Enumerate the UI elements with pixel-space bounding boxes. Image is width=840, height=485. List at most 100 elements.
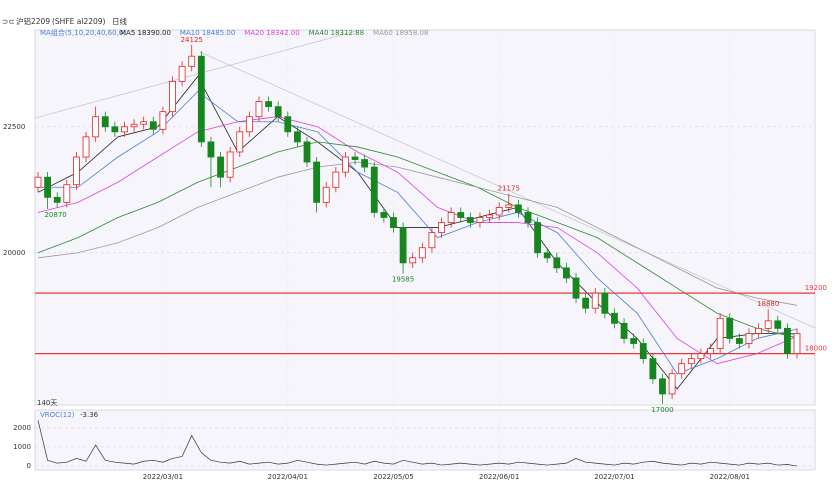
symbol[interactable]: 沪铝2209 bbox=[16, 16, 50, 26]
candle-body bbox=[236, 131, 244, 153]
candle-body bbox=[140, 121, 148, 125]
legend-entry: MA10 18485.00 bbox=[180, 29, 235, 37]
candle-body bbox=[630, 338, 638, 344]
candle-body bbox=[197, 55, 205, 143]
candle-body bbox=[572, 277, 580, 299]
ma-title[interactable]: MA组合(5,10,20,40,60,0) bbox=[40, 28, 126, 37]
candle-body bbox=[313, 161, 321, 203]
note: 140天 bbox=[37, 399, 57, 407]
candle-body bbox=[678, 363, 686, 375]
candle-body bbox=[101, 116, 109, 128]
candle-body bbox=[178, 65, 186, 82]
y-tick-label: 0 bbox=[27, 462, 31, 470]
candle-body bbox=[447, 212, 455, 223]
candle-body bbox=[774, 320, 782, 329]
candle-body bbox=[169, 81, 176, 113]
candle-body bbox=[649, 358, 657, 380]
candle-body bbox=[486, 214, 493, 218]
candle-body bbox=[418, 247, 426, 259]
candle-body bbox=[659, 378, 666, 395]
period[interactable]: 日线 bbox=[112, 16, 127, 26]
candle-body bbox=[495, 207, 503, 216]
candle-body bbox=[217, 156, 224, 178]
candle-body bbox=[707, 348, 714, 354]
candle-body bbox=[457, 212, 465, 218]
candle-body bbox=[73, 156, 80, 186]
candle-body bbox=[255, 101, 263, 118]
price-line-label: 19200 bbox=[805, 284, 827, 292]
candle-body bbox=[438, 222, 445, 234]
y-tick-label: 22500 bbox=[3, 123, 25, 131]
extreme-label: 18880 bbox=[757, 300, 779, 308]
y-tick-label: 2000 bbox=[13, 424, 31, 432]
x-tick-label: 2022/07/01 bbox=[594, 473, 634, 481]
candle-body bbox=[524, 212, 532, 223]
candle-body bbox=[505, 204, 513, 208]
candle-body bbox=[159, 111, 167, 130]
sub-last-value: -3.36 bbox=[80, 411, 99, 419]
candle-body bbox=[53, 196, 61, 203]
candle-body bbox=[82, 136, 90, 158]
candle-body bbox=[601, 292, 609, 314]
candle-body bbox=[553, 257, 561, 269]
ma-line bbox=[37, 141, 798, 339]
candle-body bbox=[793, 333, 801, 354]
candle-body bbox=[639, 343, 647, 360]
candle-body bbox=[687, 358, 695, 365]
legend-entry: MA40 18312.88 bbox=[309, 29, 364, 37]
candle-body bbox=[428, 232, 436, 249]
extreme-label: 20870 bbox=[44, 211, 66, 219]
candle-body bbox=[188, 55, 196, 67]
extreme-label: 24125 bbox=[181, 36, 203, 44]
candle-body bbox=[735, 338, 743, 344]
x-tick-label: 2022/05/05 bbox=[373, 473, 413, 481]
candle-body bbox=[783, 327, 791, 354]
candle-body bbox=[591, 292, 599, 309]
exchange: (SHFE al2209) bbox=[52, 17, 106, 26]
ma-line bbox=[37, 116, 798, 365]
legend-entry: MA60 18958.08 bbox=[373, 29, 428, 37]
x-tick-label: 2022/04/01 bbox=[268, 473, 308, 481]
sub-title[interactable]: VROC(12) bbox=[40, 411, 75, 419]
candle-body bbox=[380, 212, 388, 218]
extreme-label: 19585 bbox=[392, 276, 414, 284]
candle-body bbox=[390, 217, 397, 228]
candle-body bbox=[351, 156, 359, 160]
candle-body bbox=[543, 252, 551, 259]
candle-body bbox=[611, 312, 618, 324]
main-panel bbox=[34, 29, 816, 406]
candle-body bbox=[582, 297, 590, 309]
candle-body bbox=[466, 217, 474, 223]
candle-body bbox=[620, 322, 628, 339]
candle-body bbox=[764, 320, 772, 329]
candle-body bbox=[409, 257, 417, 264]
candle-body bbox=[361, 159, 369, 168]
candle-body bbox=[44, 176, 52, 198]
extreme-label: 21175 bbox=[498, 185, 520, 193]
candle-body bbox=[294, 131, 301, 143]
candle-body bbox=[697, 353, 705, 360]
candle-body bbox=[274, 106, 282, 118]
candle-body bbox=[745, 333, 753, 344]
candle-body bbox=[111, 126, 119, 133]
candle-body bbox=[149, 121, 157, 130]
candle-body bbox=[342, 156, 349, 173]
trend-line bbox=[34, 29, 361, 119]
trend-line bbox=[199, 51, 816, 329]
candle-body bbox=[534, 222, 541, 254]
candle-body bbox=[370, 166, 378, 213]
sub-panel bbox=[34, 409, 816, 471]
candle-body bbox=[130, 123, 138, 128]
candle-body bbox=[303, 141, 311, 163]
ma-line bbox=[37, 161, 798, 306]
candle-body bbox=[755, 327, 762, 334]
candle-body bbox=[332, 171, 340, 188]
menu-icon[interactable]: ⊃⊂ bbox=[2, 17, 15, 26]
candle-body bbox=[716, 317, 724, 349]
candle-body bbox=[668, 373, 676, 395]
candle-body bbox=[476, 217, 484, 223]
candle-body bbox=[92, 116, 100, 138]
candle-body bbox=[322, 186, 330, 203]
candle-body bbox=[121, 126, 128, 133]
